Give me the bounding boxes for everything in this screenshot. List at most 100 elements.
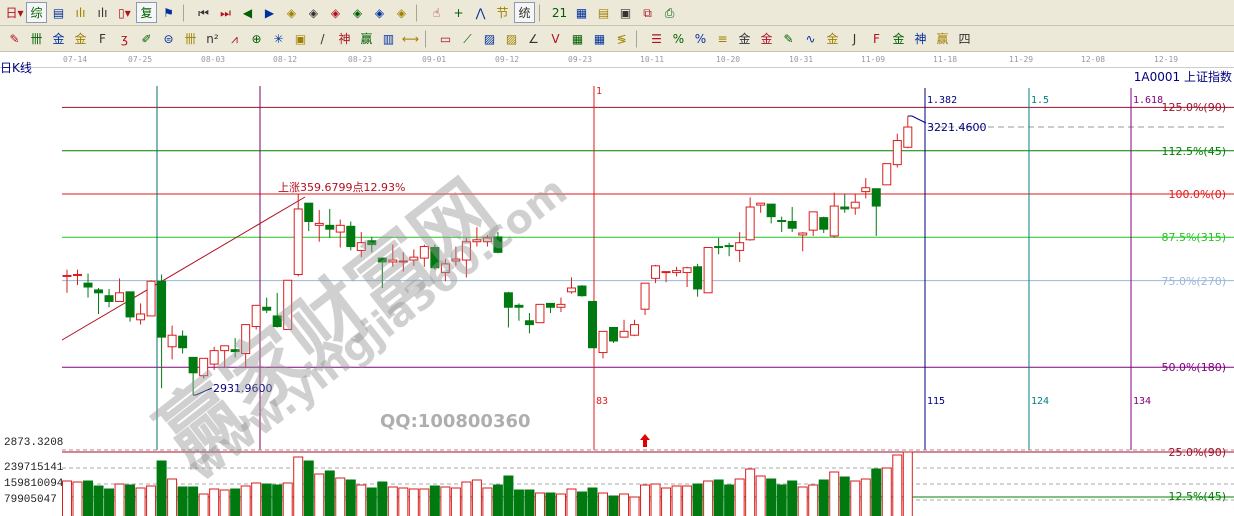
slash-icon[interactable]: / — [320, 31, 325, 46]
section-icon[interactable]: 节 — [496, 5, 509, 20]
pen-ruler-icon[interactable]: ✐ — [141, 31, 152, 46]
volume-bar — [167, 478, 178, 516]
last-page-icon[interactable]: ⏭ — [220, 5, 231, 20]
zoom-out-icon[interactable]: ◈ — [330, 5, 341, 20]
candle — [514, 303, 524, 321]
width-icon[interactable]: ⟷ — [401, 31, 420, 46]
calendar-icon[interactable]: 21 — [551, 5, 568, 20]
fib-icon[interactable]: F — [99, 31, 106, 46]
multi-line-icon[interactable]: ≶ — [616, 31, 627, 46]
percent-icon[interactable]: % — [694, 31, 707, 46]
ying-icon[interactable]: 赢 — [360, 31, 373, 46]
circle-icon[interactable]: ⊜ — [163, 31, 174, 46]
expand-vertical-icon[interactable]: ◈ — [396, 5, 407, 20]
f-fan-icon[interactable]: F — [873, 31, 880, 46]
overview-icon[interactable]: 综 — [26, 2, 47, 23]
box-icon[interactable]: ▣ — [294, 31, 307, 46]
trade-icon[interactable]: ⋀ — [475, 5, 486, 20]
cycle-icon[interactable]: ʒ — [121, 31, 128, 46]
calculator-icon[interactable]: ▦ — [575, 5, 588, 20]
candle-body — [861, 187, 871, 193]
period-day-dropdown-icon[interactable]: 日▾ — [5, 5, 24, 20]
hand-icon[interactable]: ☝ — [432, 5, 441, 20]
gold-split-icon[interactable]: 金 — [52, 31, 65, 46]
network-icon[interactable]: ⧉ — [643, 5, 652, 20]
parallel-icon[interactable]: 卌 — [184, 31, 197, 46]
next-icon[interactable]: ▶ — [264, 5, 275, 20]
volume-bar — [62, 480, 72, 516]
gold-line-icon[interactable]: 金 — [826, 31, 839, 46]
flag-icon[interactable]: ⚑ — [163, 5, 174, 20]
gold-levels-icon[interactable]: 金 — [760, 31, 773, 46]
candle-body — [598, 330, 608, 354]
v-icon[interactable]: V — [551, 31, 560, 46]
move-right-icon[interactable]: ◈ — [308, 5, 319, 20]
fan-box2-icon[interactable]: ▨ — [505, 31, 518, 46]
list-icon[interactable]: ☰ — [651, 31, 662, 46]
shen-icon[interactable]: 神 — [338, 31, 351, 46]
candle-body — [398, 260, 408, 263]
report-icon[interactable]: ▤ — [597, 5, 610, 20]
volume-bar — [640, 484, 651, 516]
grid-lines-icon[interactable]: 卌 — [30, 31, 43, 46]
print-icon[interactable]: ⎙ — [664, 5, 675, 20]
date-axis-label: 11-18 — [933, 55, 958, 64]
move-left-icon[interactable]: ◈ — [286, 5, 297, 20]
grid2-icon[interactable]: ▦ — [593, 31, 606, 46]
crosshair-icon[interactable]: + — [453, 5, 464, 20]
ruler-icon[interactable]: ▥ — [382, 31, 395, 46]
ying-fan-icon[interactable]: 赢 — [936, 31, 949, 46]
j-fan-icon[interactable]: J — [852, 31, 857, 46]
percent-line-icon[interactable]: % — [672, 31, 685, 46]
volume-bar — [83, 480, 94, 516]
candle — [766, 203, 776, 224]
first-page-icon[interactable]: ⏮ — [198, 5, 209, 20]
zoom-in-icon[interactable]: ◈ — [352, 5, 363, 20]
volume-bar — [398, 487, 409, 516]
candle-body — [735, 242, 745, 251]
candle — [609, 326, 619, 343]
volume-bar — [240, 485, 251, 516]
pen-levels-icon[interactable]: ✎ — [783, 31, 794, 46]
candle — [388, 244, 398, 267]
expand-icon[interactable]: ◈ — [374, 5, 385, 20]
web-icon[interactable]: ✳ — [273, 31, 284, 46]
gold-fan-icon[interactable]: 金 — [892, 31, 905, 46]
save-icon[interactable]: ▣ — [619, 5, 632, 20]
fan-box-icon[interactable]: ▨ — [483, 31, 496, 46]
rect-icon[interactable]: ▭ — [439, 31, 452, 46]
gold-circle-icon[interactable]: 金 — [738, 31, 751, 46]
angle-icon[interactable]: ∠ — [528, 31, 539, 46]
four-fan-icon[interactable]: 四 — [958, 31, 971, 46]
date-axis-label: 07-14 — [63, 55, 88, 64]
candle — [535, 303, 545, 324]
wave-icon[interactable]: ∿ — [805, 31, 816, 46]
fan-icon[interactable]: ⟋ — [463, 31, 472, 46]
volume-9-icon[interactable]: ılı — [97, 5, 108, 20]
arrow-lines-icon[interactable]: ⩘ — [231, 31, 238, 46]
candle-body — [62, 274, 72, 277]
notes-icon[interactable]: ▤ — [52, 5, 65, 20]
candle-body — [167, 334, 177, 348]
candle — [356, 232, 366, 258]
trend-line[interactable] — [61, 196, 306, 341]
shen-fan-icon[interactable]: 神 — [914, 31, 927, 46]
target-icon[interactable]: ⊕ — [251, 31, 262, 46]
gold-split2-icon[interactable]: 金 — [74, 31, 87, 46]
volume-3-icon[interactable]: ılı — [75, 5, 86, 20]
date-axis-label: 09-01 — [422, 55, 447, 64]
volume-axis-label: 239715141 — [4, 462, 64, 474]
candle — [272, 292, 282, 328]
percent-levels-icon[interactable]: ≡ — [717, 31, 728, 46]
n-squared-icon[interactable]: n² — [206, 31, 219, 46]
candle-style-dropdown-icon[interactable]: ▯▾ — [118, 5, 131, 20]
grid-icon[interactable]: ▦ — [571, 31, 584, 46]
prev-icon[interactable]: ◀ — [242, 5, 253, 20]
pen-icon[interactable]: ✎ — [9, 31, 20, 46]
statistics-icon[interactable]: 统 — [514, 2, 535, 23]
candle-body — [745, 206, 755, 241]
candle — [703, 247, 713, 294]
restore-rights-icon[interactable]: 复 — [136, 2, 157, 23]
price-axis-bottom-label: 2873.3208 — [4, 437, 64, 449]
